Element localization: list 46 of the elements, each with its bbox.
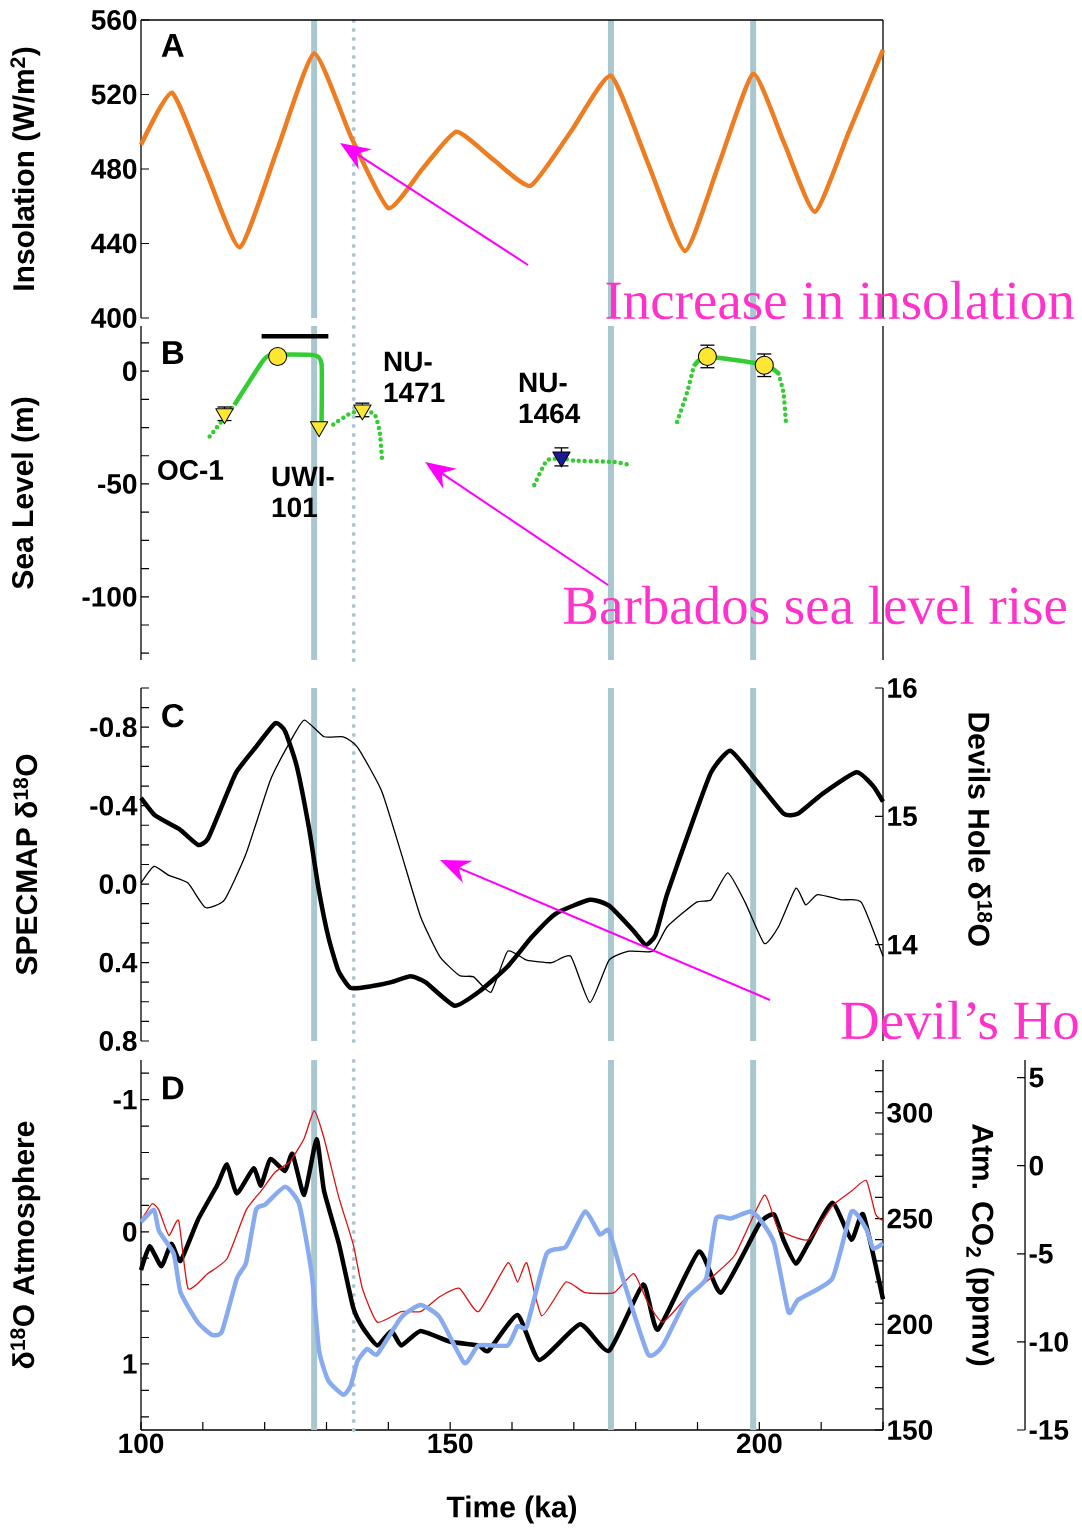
chart-title: A [161,33,184,57]
y-tick-label: -1 [113,1090,137,1110]
y-tick-label: -100 [82,586,137,607]
y-axis-title: SPECMAP δ$^{18}$O [13,754,38,975]
annotation: NU-1471 [384,351,445,403]
y2-tick-label: 15 [888,806,917,827]
y2-tick-label: 16 [888,678,917,698]
chart-title: C [162,703,184,728]
annotation: OC-1 [158,460,224,480]
annotation: UWI-101 [272,466,334,518]
x-tick-label: 150 [428,1433,473,1454]
y-tick-label: 520 [91,84,137,105]
chart-title: D [163,1076,184,1100]
y2-tick-label: 250 [887,1208,933,1229]
y-axis-title: Sea Level (m) [11,397,40,589]
y3-tick-label: -5 [1029,1244,1053,1264]
y-tick-label: 1 [123,1354,137,1374]
y-tick-label: 480 [91,159,137,179]
y2-axis-title: Atm. CO$_{2}$ (ppmv) [966,1124,995,1366]
y2-axis-title: Devils Hole δ$^{18}$O [968,713,993,946]
x-tick-label: 100 [119,1433,164,1454]
y-tick-label: 0 [123,361,137,382]
x-tick-label: 200 [736,1433,782,1454]
y3-tick-label: -10 [1029,1332,1068,1352]
y3-tick-label: 0 [1029,1155,1043,1176]
y-tick-label: 440 [91,233,137,254]
y-tick-label: 0 [123,1221,137,1242]
y3-tick-label: -15 [1029,1420,1069,1440]
y2-tick-label: 300 [887,1102,933,1123]
chart-title: B [163,341,184,364]
y-tick-label: 0.0 [99,874,137,895]
y2-tick-label: 14 [888,935,918,955]
y2-tick-label: 200 [887,1314,933,1335]
y-tick-label: -0.4 [90,795,138,816]
annotation: NU-1464 [519,372,581,424]
y-tick-label: 0.4 [99,952,138,973]
y-tick-label: 0.8 [99,1031,137,1051]
x-axis-title: Time (ka) [446,1495,577,1524]
y-tick-label: 400 [91,308,137,328]
y-tick-label: -0.8 [90,717,137,738]
y-axis-title: Insolation (W/m$^{2}$) [10,47,41,290]
y3-tick-label: 5 [1029,1067,1044,1088]
y-tick-label: 560 [91,10,137,30]
y-tick-label: -50 [98,474,137,494]
y2-tick-label: 150 [888,1420,933,1440]
y-axis-title: δ$^{18}$O Atmosphere [10,1121,41,1369]
